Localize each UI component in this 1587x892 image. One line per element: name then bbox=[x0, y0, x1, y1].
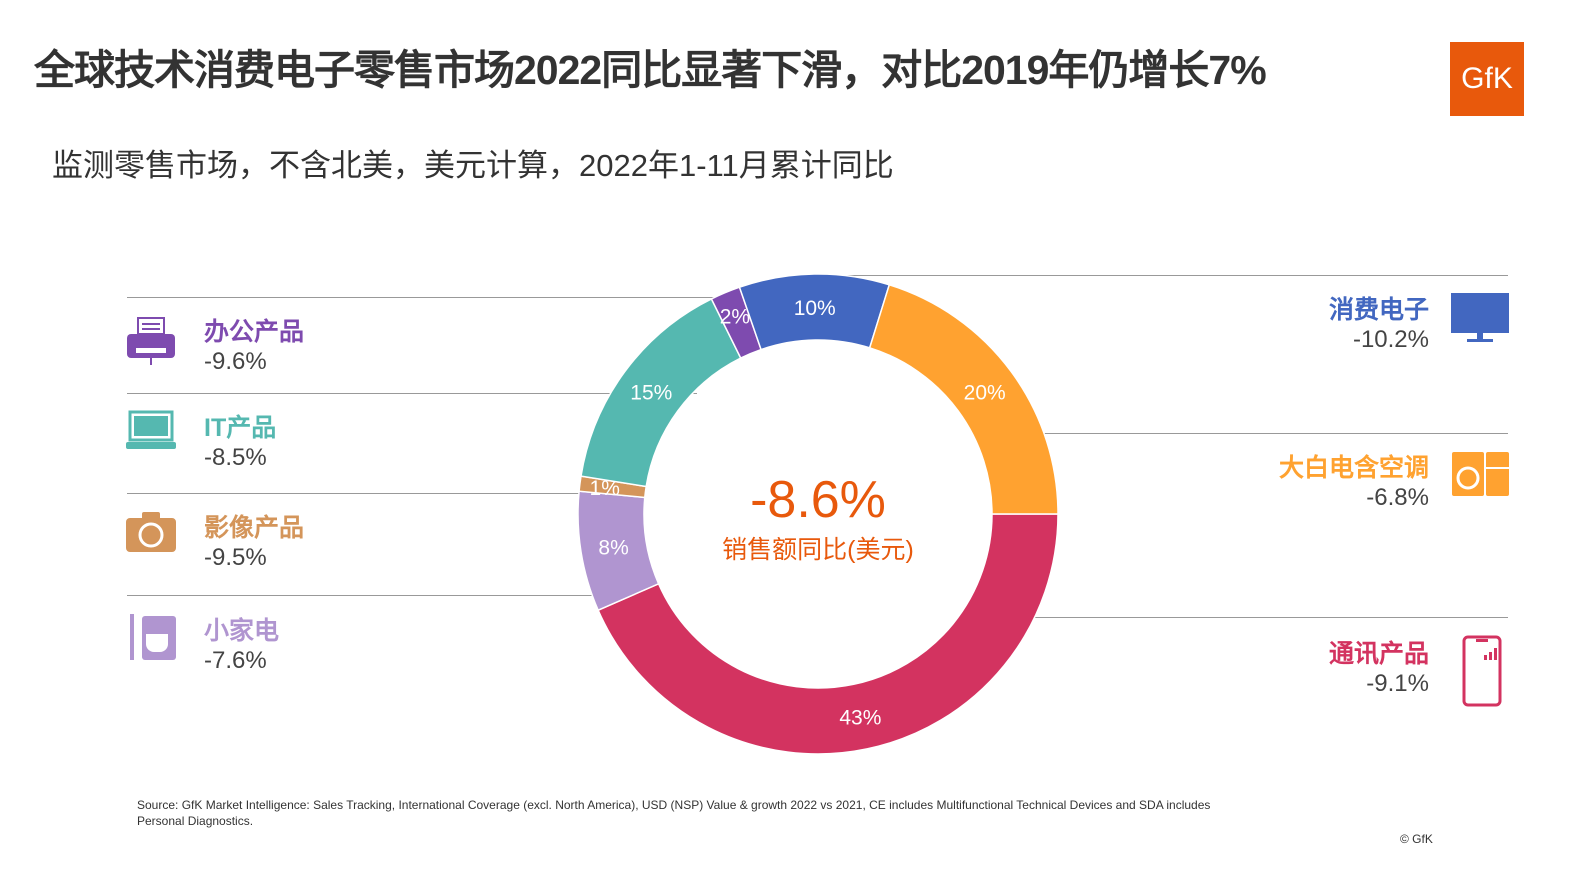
center-label: 销售额同比(美元) bbox=[722, 536, 914, 564]
donut-segment bbox=[868, 283, 1059, 515]
category-growth: -9.1% bbox=[1366, 670, 1429, 697]
page-subtitle: 监测零售市场，不含北美，美元计算，2022年1-11月累计同比 bbox=[52, 148, 894, 183]
category-sda: 小家电 -7.6% bbox=[204, 611, 279, 675]
segment-label: 20% bbox=[964, 381, 1006, 404]
divider-line bbox=[127, 393, 697, 394]
segment-label: 10% bbox=[794, 297, 836, 320]
divider-line bbox=[988, 433, 1508, 434]
category-ce: 消费电子 -10.2% bbox=[1329, 290, 1429, 354]
segment-label: 43% bbox=[839, 707, 881, 730]
category-it: IT产品 -8.5% bbox=[204, 408, 276, 472]
divider-line bbox=[127, 493, 617, 494]
category-name: 小家电 bbox=[204, 617, 280, 645]
gfk-logo: GfK bbox=[1450, 42, 1524, 116]
smartphone-icon bbox=[1462, 635, 1502, 707]
category-name: 通讯产品 bbox=[1328, 640, 1429, 668]
segment-label: 8% bbox=[598, 537, 628, 560]
printer-icon bbox=[127, 317, 175, 365]
category-name: IT产品 bbox=[204, 414, 277, 442]
category-imaging: 影像产品 -9.5% bbox=[204, 508, 304, 572]
segment-label: 15% bbox=[630, 381, 672, 404]
divider-line bbox=[127, 297, 767, 298]
donut-segment bbox=[597, 513, 1059, 755]
category-growth: -9.5% bbox=[204, 544, 267, 571]
category-telecom: 通讯产品 -9.1% bbox=[1329, 634, 1429, 698]
category-growth: -8.5% bbox=[204, 444, 267, 471]
category-growth: -7.6% bbox=[204, 647, 267, 674]
source-note: Source: GfK Market Intelligence: Sales T… bbox=[137, 798, 1211, 828]
page-title: 全球技术消费电子零售市场2022同比显著下滑，对比2019年仍增长7% bbox=[34, 47, 1267, 93]
tv-icon bbox=[1451, 293, 1509, 342]
segment-label: 2% bbox=[720, 306, 750, 329]
divider-line bbox=[835, 275, 1508, 276]
category-mda: 大白电含空调 -6.8% bbox=[1279, 448, 1429, 512]
center-value: -8.6% bbox=[750, 471, 886, 529]
category-growth: -9.6% bbox=[204, 348, 267, 375]
category-office: 办公产品 -9.6% bbox=[204, 312, 304, 376]
mixer-icon bbox=[130, 614, 176, 660]
category-name: 大白电含空调 bbox=[1278, 454, 1429, 482]
category-name: 影像产品 bbox=[204, 514, 305, 542]
divider-line bbox=[975, 617, 1508, 618]
category-growth: -10.2% bbox=[1352, 326, 1429, 353]
laptop-icon bbox=[126, 410, 176, 449]
segment-label: 1% bbox=[590, 477, 620, 500]
category-name: 消费电子 bbox=[1328, 296, 1429, 324]
divider-line bbox=[127, 595, 657, 596]
category-growth: -6.8% bbox=[1366, 484, 1429, 511]
category-name: 办公产品 bbox=[204, 318, 305, 346]
copyright: © GfK bbox=[1400, 832, 1433, 846]
washer-fridge-icon bbox=[1452, 452, 1509, 496]
camera-icon bbox=[126, 512, 176, 552]
